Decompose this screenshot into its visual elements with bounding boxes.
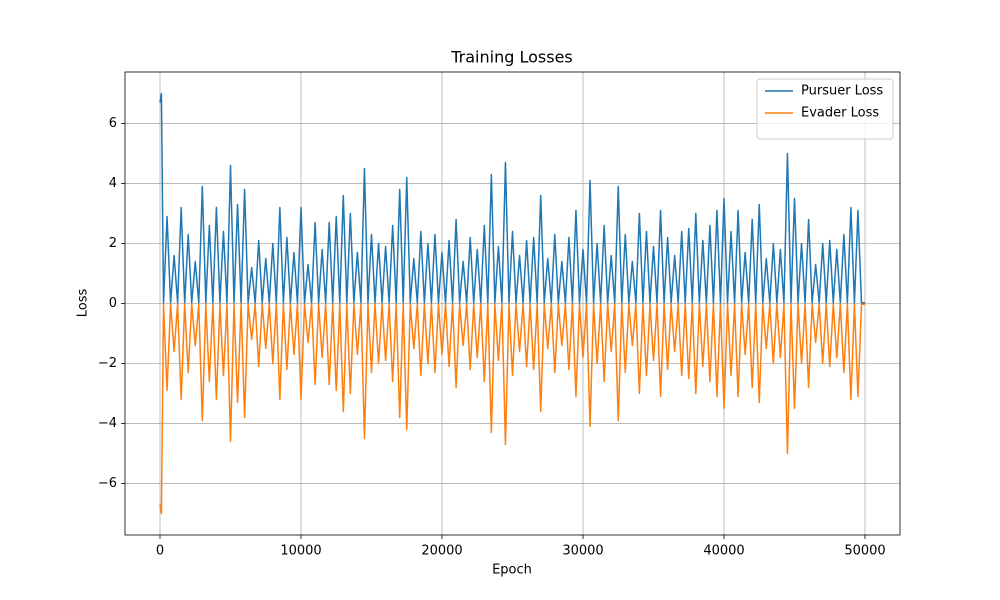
y-tick-label: −6 — [98, 476, 117, 491]
y-tick-label: 2 — [109, 236, 117, 251]
legend: Pursuer Loss Evader Loss — [756, 78, 894, 140]
x-tick-label: 50000 — [844, 544, 885, 559]
y-tick-label: 6 — [109, 116, 117, 131]
x-tick-label: 10000 — [280, 544, 321, 559]
series-line — [159, 303, 866, 515]
x-tick-label: 20000 — [421, 544, 462, 559]
y-tick-label: −4 — [98, 416, 117, 431]
plot-lines — [159, 92, 866, 515]
y-axis-label: Loss — [76, 289, 91, 318]
y-tick-label: 4 — [109, 176, 117, 191]
x-axis-label: Epoch — [492, 563, 532, 578]
ticks: 0 10000 20000 30000 40000 50000 −6 −4 −2 0 2 4 6 — [98, 116, 886, 558]
y-tick-label: −2 — [98, 356, 117, 371]
legend-label: Pursuer Loss — [801, 84, 883, 99]
y-tick-label: 0 — [109, 296, 117, 311]
legend-box — [756, 78, 894, 140]
legend-label: Evader Loss — [801, 106, 879, 121]
series-line — [159, 92, 866, 304]
x-tick-label: 30000 — [562, 544, 603, 559]
x-tick-label: 40000 — [703, 544, 744, 559]
x-tick-label: 0 — [156, 544, 164, 559]
chart-title: Training Losses — [450, 48, 573, 67]
